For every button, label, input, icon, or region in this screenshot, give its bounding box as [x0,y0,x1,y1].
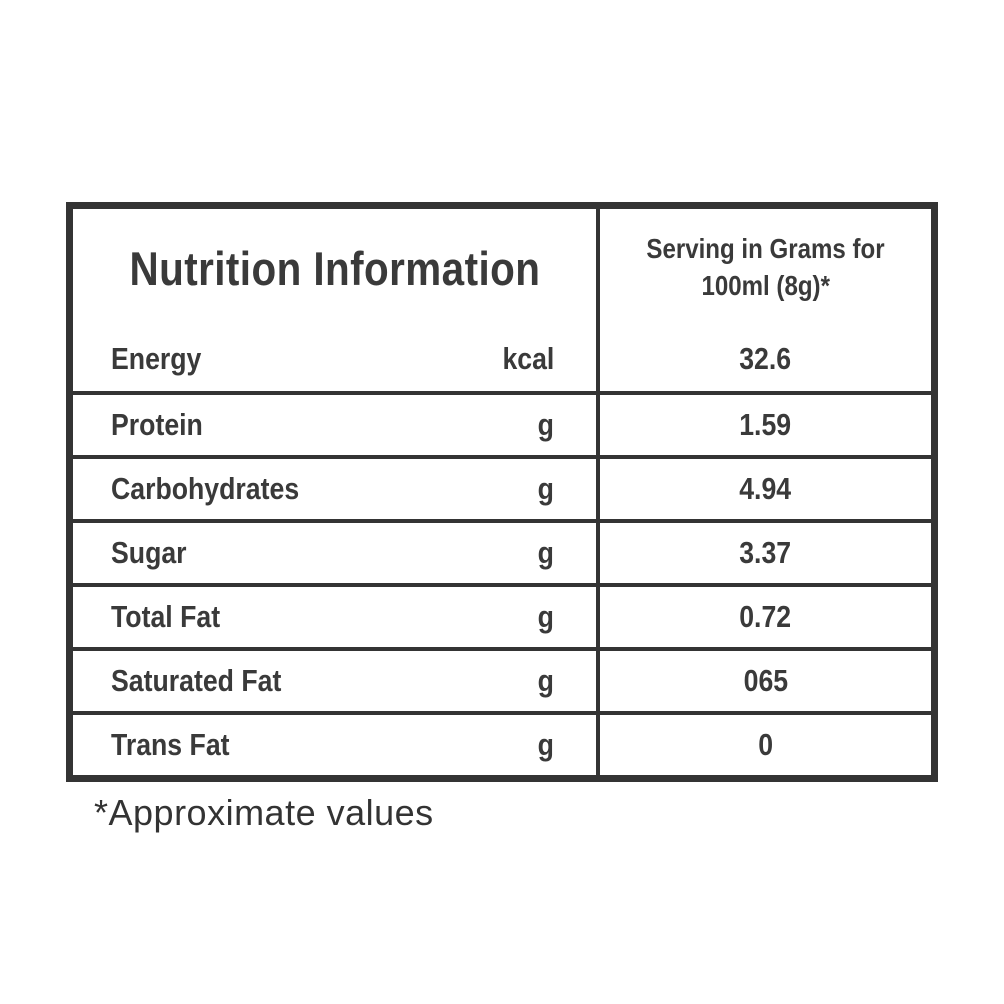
nutrition-title-cell: Nutrition Information [73,209,600,327]
footnote: *Approximate values [94,792,434,833]
nutrient-row-trans-fat: Trans Fat g 0 [73,711,931,775]
nutrient-label: Carbohydrates [111,471,300,506]
nutrient-value-cell: 4.94 [600,459,931,519]
nutrient-row-saturated-fat: Saturated Fat g 065 [73,647,931,711]
nutrient-name-cell: Sugar g [73,523,600,583]
nutrient-unit: kcal [502,341,554,376]
nutrient-value-cell: 065 [600,651,931,711]
nutrient-value: 32.6 [739,341,792,376]
nutrient-name-cell: Energy kcal [73,327,600,391]
nutrient-label: Energy [111,341,202,376]
nutrient-unit: g [537,663,554,698]
nutrient-value: 0.72 [739,599,792,634]
nutrient-label: Trans Fat [111,727,230,762]
nutrient-label: Saturated Fat [111,663,282,698]
serving-header-line2: 100ml (8g)* [701,270,830,301]
nutrient-unit: g [537,727,554,762]
nutrient-name-cell: Saturated Fat g [73,651,600,711]
nutrient-value-cell: 32.6 [600,327,931,391]
serving-header-line1: Serving in Grams for [646,233,885,265]
nutrient-label: Protein [111,407,203,442]
nutrient-value: 065 [743,663,788,698]
nutrient-value: 1.59 [739,407,792,442]
nutrient-value: 0 [758,727,773,762]
nutrient-row-sugar: Sugar g 3.37 [73,519,931,583]
nutrient-row-protein: Protein g 1.59 [73,391,931,455]
nutrient-label: Total Fat [111,599,221,634]
nutrient-row-total-fat: Total Fat g 0.72 [73,583,931,647]
nutrition-title: Nutrition Information [129,241,540,295]
nutrient-unit: g [537,599,554,634]
nutrient-value: 4.94 [739,471,792,506]
nutrient-label: Sugar [111,535,187,570]
nutrient-value-cell: 3.37 [600,523,931,583]
nutrient-value-cell: 0.72 [600,587,931,647]
nutrient-unit: g [537,535,554,570]
nutrient-name-cell: Total Fat g [73,587,600,647]
nutrient-row-carbohydrates: Carbohydrates g 4.94 [73,455,931,519]
table-header-row: Nutrition Information Serving in Grams f… [73,209,931,327]
nutrition-table: Nutrition Information Serving in Grams f… [66,202,938,782]
nutrient-value-cell: 1.59 [600,395,931,455]
nutrient-unit: g [537,407,554,442]
nutrient-name-cell: Protein g [73,395,600,455]
nutrient-name-cell: Carbohydrates g [73,459,600,519]
nutrient-value-cell: 0 [600,715,931,775]
nutrient-name-cell: Trans Fat g [73,715,600,775]
serving-header-cell: Serving in Grams for 100ml (8g)* [600,209,931,327]
nutrient-unit: g [537,471,554,506]
nutrient-row-energy: Energy kcal 32.6 [73,327,931,391]
nutrient-value: 3.37 [739,535,792,570]
